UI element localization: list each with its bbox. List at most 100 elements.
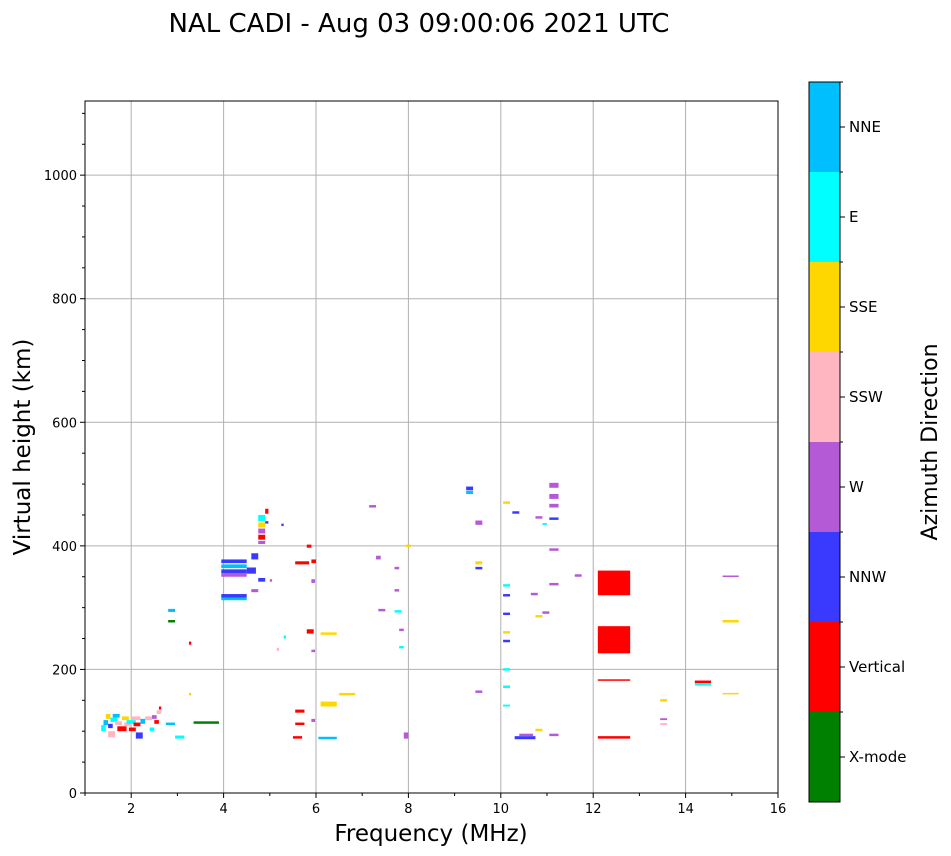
data-point [188, 641, 192, 645]
data-point [246, 567, 256, 574]
data-point [549, 582, 559, 586]
data-point [140, 718, 146, 724]
colorbar-tick-label: NNE [849, 118, 881, 136]
data-point [295, 561, 310, 565]
x-tick-label: 4 [219, 802, 227, 817]
data-point [258, 540, 266, 545]
data-point [258, 522, 266, 528]
data-point [694, 683, 712, 686]
data-point [535, 728, 543, 732]
data-point [110, 717, 118, 722]
data-point [221, 597, 247, 601]
data-point [503, 704, 511, 707]
colorbar-segment [809, 172, 840, 262]
data-point [597, 736, 631, 739]
data-point [597, 626, 631, 654]
data-point [221, 559, 247, 564]
data-point [320, 632, 337, 635]
data-point [514, 736, 536, 740]
data-point [311, 718, 316, 722]
y-tick-label: 800 [52, 293, 77, 308]
x-tick-label: 2 [127, 802, 135, 817]
y-tick-label: 1000 [44, 169, 77, 184]
data-point [281, 523, 284, 527]
x-tick-label: 12 [585, 802, 602, 817]
data-point [168, 608, 176, 612]
y-tick-label: 600 [52, 416, 77, 431]
data-point [251, 553, 259, 560]
data-point [131, 716, 141, 721]
data-point [318, 736, 337, 740]
data-point [597, 679, 631, 681]
data-point [105, 713, 111, 719]
colorbar-segment [809, 82, 840, 172]
data-point [221, 569, 247, 574]
data-point [503, 631, 511, 634]
data-point [283, 635, 286, 639]
data-point [369, 505, 377, 508]
data-point [295, 709, 305, 713]
colorbar-frame [808, 81, 841, 803]
data-point [276, 647, 280, 651]
data-point [108, 723, 113, 729]
data-point [295, 722, 305, 726]
data-point [503, 612, 511, 616]
data-point [399, 645, 404, 649]
y-tick-label: 400 [52, 540, 77, 555]
data-point [108, 731, 116, 738]
x-tick-label: 8 [404, 802, 412, 817]
data-point [466, 486, 474, 491]
colorbar-tick-label: SSW [849, 388, 883, 406]
x-tick-label: 10 [493, 802, 510, 817]
data-point [542, 611, 550, 614]
colorbar-tick-label: W [849, 478, 864, 496]
colorbar-tick-label: X-mode [849, 748, 906, 766]
colorbar-segment [809, 442, 840, 532]
x-tick-label: 6 [312, 802, 320, 817]
data-point [221, 564, 247, 569]
data-point [258, 528, 266, 534]
data-point [466, 490, 474, 494]
data-point [258, 534, 266, 540]
data-point [306, 629, 314, 634]
chart-title: NAL CADI - Aug 03 09:00:06 2021 UTC [169, 9, 670, 39]
data-point [660, 718, 668, 721]
data-point [151, 715, 157, 719]
data-point [306, 544, 312, 548]
x-tick-label: 16 [770, 802, 787, 817]
data-marks [101, 482, 739, 740]
data-point [535, 516, 543, 519]
data-point [542, 522, 547, 525]
data-point [549, 503, 559, 508]
data-point [221, 594, 247, 598]
data-point [165, 722, 176, 726]
data-point [660, 723, 668, 726]
data-point [394, 566, 400, 570]
data-point [311, 559, 316, 564]
data-point [251, 589, 259, 593]
x-axis-ticks: 2 4 6 8 10 12 14 16 [84, 793, 787, 817]
data-point [121, 716, 129, 721]
data-point [549, 733, 559, 737]
data-point [475, 561, 483, 565]
colorbar-tick-label: E [849, 208, 858, 226]
data-point [135, 732, 143, 739]
colorbar-segment [809, 532, 840, 622]
data-point [722, 620, 739, 623]
data-point [258, 577, 266, 582]
data-point [549, 493, 559, 499]
data-point [574, 574, 582, 577]
data-point [221, 573, 247, 577]
data-point [597, 570, 631, 596]
data-point [115, 721, 122, 726]
data-point [475, 690, 483, 693]
x-axis-label: Frequency (MHz) [334, 821, 527, 847]
data-point [126, 720, 136, 724]
data-point [258, 514, 266, 522]
colorbar-segment [809, 622, 840, 712]
colorbar-segment [809, 712, 840, 802]
data-point [394, 589, 400, 592]
data-point [376, 555, 381, 560]
data-point [399, 628, 404, 632]
data-point [269, 579, 273, 582]
